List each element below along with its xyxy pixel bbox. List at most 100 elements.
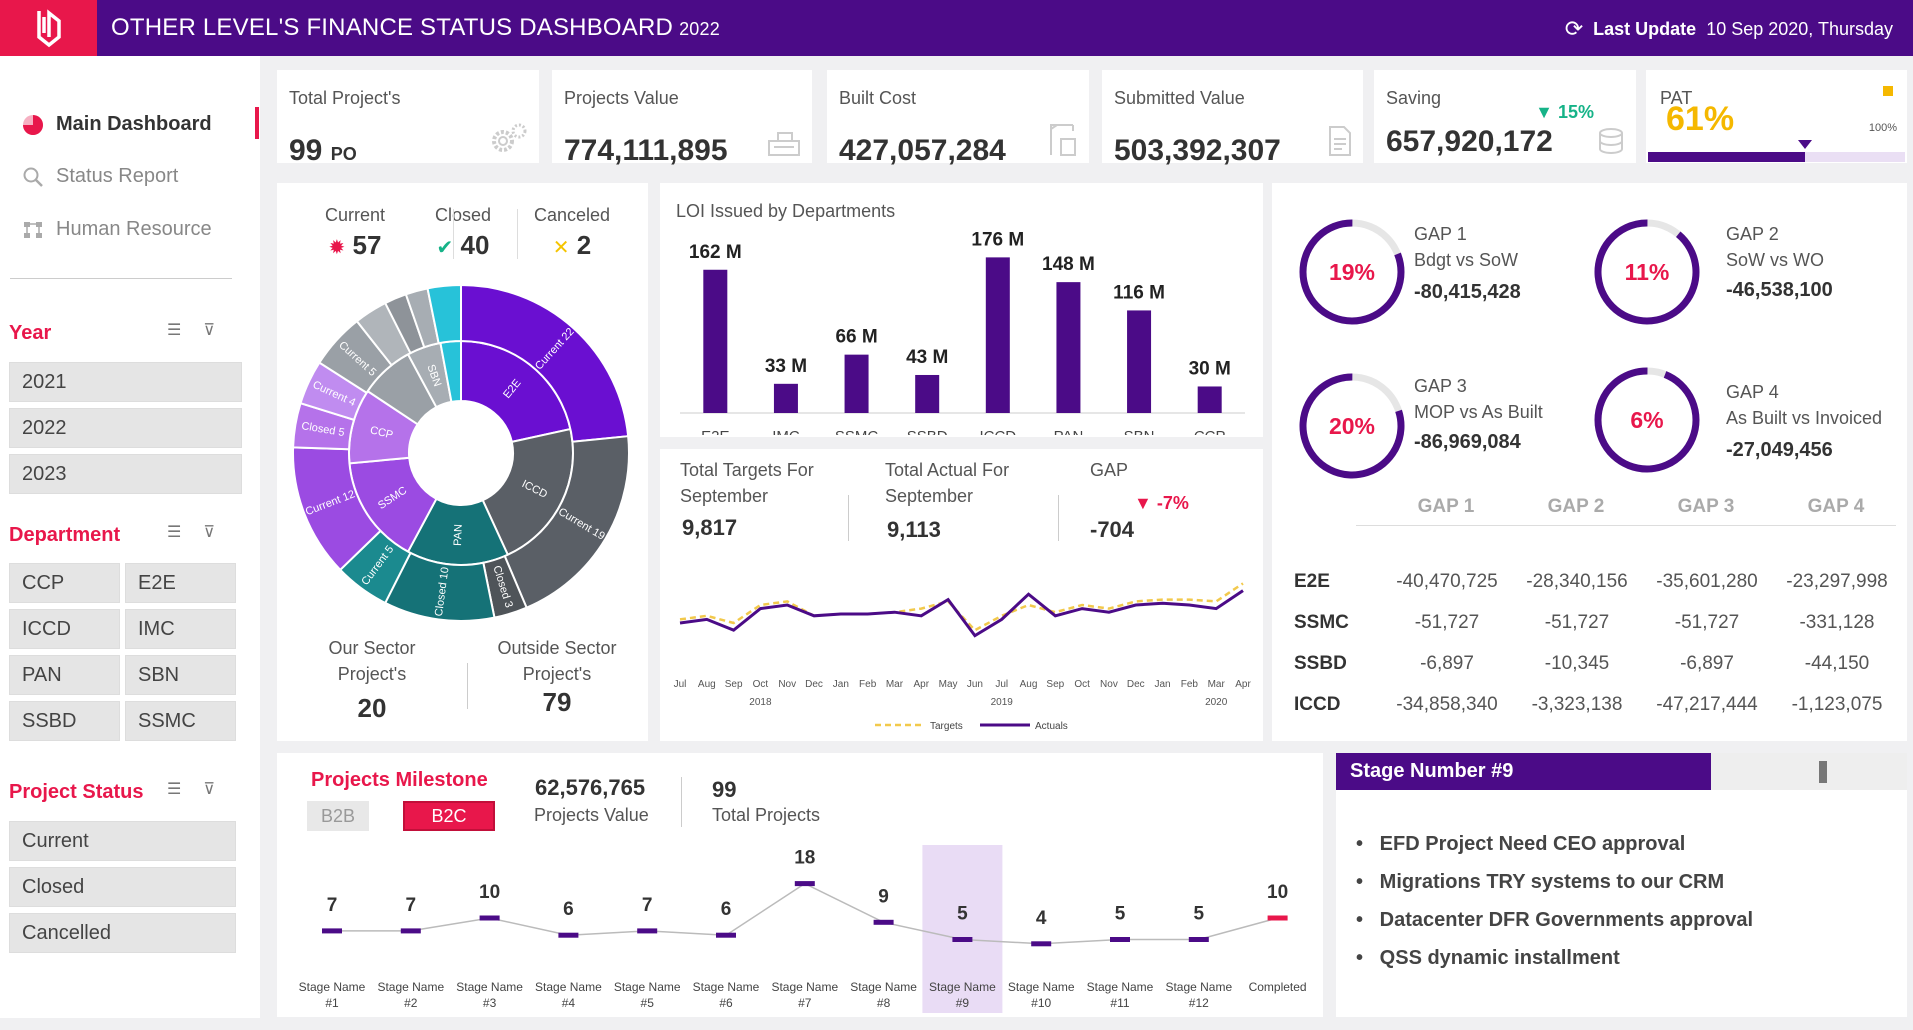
logo[interactable] xyxy=(0,0,97,56)
department-option-imc[interactable]: IMC xyxy=(125,609,236,649)
bar[interactable] xyxy=(773,383,798,413)
milestone-marker[interactable] xyxy=(1267,915,1288,921)
option-label: PAN xyxy=(22,663,62,686)
bar[interactable] xyxy=(844,354,869,413)
milestone-value-label: Projects Value xyxy=(534,805,649,825)
year-option-2021[interactable]: 2021 xyxy=(9,362,242,402)
targets-actuals-line-chart[interactable]: Jul Aug Sep Oct Nov Dec Jan Feb Mar Apr May Jun Jul A… xyxy=(660,549,1263,739)
department-option-ssmc[interactable]: SSMC xyxy=(125,701,236,741)
clear-filter-icon[interactable]: ⊽ xyxy=(203,781,216,798)
month-tick-label: Apr xyxy=(1235,679,1251,690)
stage-label-number: #12 xyxy=(1189,996,1209,1010)
stage-label-number: #11 xyxy=(1110,996,1129,1010)
table-row-name: SSBD xyxy=(1294,652,1347,674)
bar-value-label: 162 M xyxy=(689,242,742,263)
stage-scroll-thumb[interactable] xyxy=(1819,761,1827,783)
multi-select-icon[interactable]: ☰ xyxy=(167,524,182,541)
month-tick-label: Nov xyxy=(1100,679,1118,690)
milestone-marker[interactable] xyxy=(1188,937,1209,942)
divider xyxy=(848,495,849,541)
canceled-count: Canceled ✕ 2 xyxy=(527,205,617,261)
milestone-value-label: 5 xyxy=(957,904,968,925)
gap-ring-fill[interactable] xyxy=(1578,203,1716,341)
logo-icon xyxy=(36,9,61,48)
nav-status-report[interactable]: Status Report xyxy=(22,165,178,188)
milestone-line-chart[interactable]: 7 Stage Name #1 7 Stage Name #2 10 Stage Name #3… xyxy=(277,843,1323,1013)
gap-ring-fill[interactable] xyxy=(1290,364,1413,483)
status-option-cancelled[interactable]: Cancelled xyxy=(9,913,236,953)
month-tick-label: Jul xyxy=(995,679,1008,690)
milestone-marker[interactable] xyxy=(558,932,579,938)
bar[interactable] xyxy=(703,269,728,413)
multi-select-icon[interactable]: ☰ xyxy=(167,781,182,798)
milestone-marker[interactable] xyxy=(479,915,500,921)
bar-value-label: 30 M xyxy=(1189,358,1231,379)
department-option-iccd[interactable]: ICCD xyxy=(9,609,120,649)
gap-title: GAP 4 xyxy=(1726,382,1779,402)
clear-filter-icon[interactable]: ⊽ xyxy=(203,322,216,339)
stage-title: Stage Number #9 xyxy=(1336,753,1711,790)
bar[interactable] xyxy=(985,257,1010,413)
year-filter-tools: ☰ ⊽ xyxy=(167,320,215,340)
milestone-marker[interactable] xyxy=(952,937,973,942)
milestone-marker[interactable] xyxy=(322,928,342,934)
bar[interactable] xyxy=(1056,282,1081,413)
title-text: OTHER LEVEL'S FINANCE STATUS DASHBOARD xyxy=(111,14,674,41)
tab-b2c[interactable]: B2C xyxy=(403,801,495,831)
gap-ring-fill[interactable] xyxy=(1288,208,1415,335)
nav-main-dashboard[interactable]: Main Dashboard xyxy=(22,113,212,136)
pat-indicator xyxy=(1883,86,1893,96)
refresh-icon[interactable]: ⟳ xyxy=(1564,16,1584,41)
stage-notes: • EFD Project Need CEO approval • Migrat… xyxy=(1356,833,1753,985)
loi-bar-chart[interactable]: 162 M E2E 33 M IMC 66 M SSMC 43 M SSBD 176 M ICCD… xyxy=(660,205,1263,435)
status-option-closed[interactable]: Closed xyxy=(9,867,236,907)
department-option-ssbd[interactable]: SSBD xyxy=(9,701,120,741)
our-sector-value: 20 xyxy=(357,693,387,723)
gap-table-body: E2E -40,470,725 -28,340,156 -35,601,280 … xyxy=(1294,561,1904,725)
kpi-label: Submitted Value xyxy=(1114,88,1245,108)
milestone-marker[interactable] xyxy=(873,919,894,925)
stage-scroll-track[interactable] xyxy=(1711,753,1907,790)
last-update-value: 10 Sep 2020, Thursday xyxy=(1706,18,1893,39)
series-line-actuals[interactable] xyxy=(679,589,1244,638)
series-line-targets[interactable] xyxy=(679,582,1244,632)
milestone-marker[interactable] xyxy=(794,881,815,887)
department-option-pan[interactable]: PAN xyxy=(9,655,120,695)
milestone-marker[interactable] xyxy=(1031,941,1052,947)
clear-filter-icon[interactable]: ⊽ xyxy=(203,524,216,541)
year-option-2022[interactable]: 2022 xyxy=(9,408,242,448)
category-label: E2E xyxy=(701,428,729,435)
department-option-e2e[interactable]: E2E xyxy=(125,563,236,603)
gap-percent-label: 6% xyxy=(1630,407,1663,433)
table-cell: -23,297,998 xyxy=(1786,570,1888,592)
pat-value: 61% xyxy=(1666,100,1735,138)
month-tick-label: Dec xyxy=(1127,679,1145,690)
table-header: GAP 2 xyxy=(1547,496,1605,517)
department-option-ccp[interactable]: CCP xyxy=(9,563,120,603)
multi-select-icon[interactable]: ☰ xyxy=(167,322,182,339)
bar[interactable] xyxy=(915,374,940,413)
milestone-marker[interactable] xyxy=(637,928,658,934)
department-option-sbn[interactable]: SBN xyxy=(125,655,236,695)
gears-icon xyxy=(492,123,527,152)
saving-change-value: 15% xyxy=(1557,102,1594,122)
milestone-marker[interactable] xyxy=(400,928,421,934)
bar-value-label: 116 M xyxy=(1113,282,1165,303)
option-label: SSMC xyxy=(138,709,196,732)
nav-human-resource[interactable]: Human Resource xyxy=(22,218,212,241)
category-label: SSBD xyxy=(907,428,948,435)
year-option-2023[interactable]: 2023 xyxy=(9,454,242,494)
bar[interactable] xyxy=(1197,386,1222,413)
pat-marker-icon xyxy=(1797,140,1812,149)
target-label: Total Targets For September xyxy=(680,460,814,506)
milestone-marker[interactable] xyxy=(1110,937,1130,942)
outside-sector-label: Outside Sector Project's xyxy=(497,638,617,684)
table-row: SSBD -6,897 -10,345 -6,897 -44,150 xyxy=(1294,643,1904,684)
bar[interactable] xyxy=(1127,310,1152,413)
milestone-marker[interactable] xyxy=(716,932,736,938)
milestone-value-label: 6 xyxy=(721,899,732,920)
tab-b2b[interactable]: B2B xyxy=(307,801,369,831)
status-option-current[interactable]: Current xyxy=(9,821,236,861)
status-segment[interactable] xyxy=(426,283,462,345)
